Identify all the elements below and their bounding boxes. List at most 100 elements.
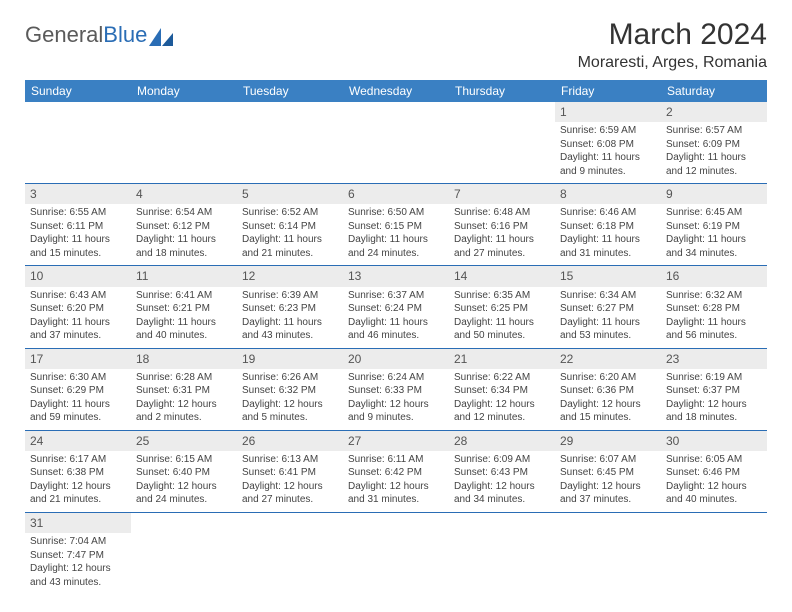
daylight-text: and 34 minutes. — [666, 247, 762, 261]
day-number: 2 — [661, 102, 767, 122]
sunset-text: Sunset: 6:08 PM — [560, 138, 656, 152]
daylight-text: and 40 minutes. — [666, 493, 762, 507]
logo-text-1: General — [25, 22, 103, 48]
day-number: 3 — [25, 184, 131, 204]
daylight-text: Daylight: 12 hours — [560, 398, 656, 412]
sunset-text: Sunset: 6:34 PM — [454, 384, 550, 398]
daylight-text: Daylight: 12 hours — [454, 398, 550, 412]
calendar-day-cell — [25, 102, 131, 184]
sunset-text: Sunset: 6:42 PM — [348, 466, 444, 480]
day-number: 18 — [131, 349, 237, 369]
day-number: 17 — [25, 349, 131, 369]
day-number: 29 — [555, 431, 661, 451]
daylight-text: and 12 minutes. — [454, 411, 550, 425]
daylight-text: Daylight: 11 hours — [30, 233, 126, 247]
daylight-text: Daylight: 11 hours — [666, 233, 762, 247]
sunrise-text: Sunrise: 6:59 AM — [560, 124, 656, 138]
daylight-text: and 9 minutes. — [348, 411, 444, 425]
sunrise-text: Sunrise: 6:07 AM — [560, 453, 656, 467]
weekday-header: Thursday — [449, 80, 555, 102]
calendar-day-cell: 11Sunrise: 6:41 AMSunset: 6:21 PMDayligh… — [131, 266, 237, 348]
sunset-text: Sunset: 6:09 PM — [666, 138, 762, 152]
sunrise-text: Sunrise: 6:09 AM — [454, 453, 550, 467]
calendar-day-cell: 30Sunrise: 6:05 AMSunset: 6:46 PMDayligh… — [661, 430, 767, 512]
daylight-text: Daylight: 12 hours — [30, 562, 126, 576]
calendar-day-cell: 16Sunrise: 6:32 AMSunset: 6:28 PMDayligh… — [661, 266, 767, 348]
weekday-header: Tuesday — [237, 80, 343, 102]
calendar-day-cell: 8Sunrise: 6:46 AMSunset: 6:18 PMDaylight… — [555, 184, 661, 266]
calendar-week-row: 3Sunrise: 6:55 AMSunset: 6:11 PMDaylight… — [25, 184, 767, 266]
sunset-text: Sunset: 6:23 PM — [242, 302, 338, 316]
sunset-text: Sunset: 6:19 PM — [666, 220, 762, 234]
sunrise-text: Sunrise: 6:11 AM — [348, 453, 444, 467]
calendar-day-cell: 12Sunrise: 6:39 AMSunset: 6:23 PMDayligh… — [237, 266, 343, 348]
calendar-day-cell: 21 Sunrise: 6:22 AMSunset: 6:34 PMDayligh… — [449, 348, 555, 430]
sunrise-text: Sunrise: 6:32 AM — [666, 289, 762, 303]
daylight-text: and 40 minutes. — [136, 329, 232, 343]
day-number: 10 — [25, 266, 131, 286]
calendar-day-cell: 3Sunrise: 6:55 AMSunset: 6:11 PMDaylight… — [25, 184, 131, 266]
sunrise-text: Sunrise: 6:17 AM — [30, 453, 126, 467]
sunrise-text: Sunrise: 6:55 AM — [30, 206, 126, 220]
calendar-table: Sunday Monday Tuesday Wednesday Thursday… — [25, 80, 767, 594]
daylight-text: Daylight: 11 hours — [242, 233, 338, 247]
daylight-text: and 31 minutes. — [560, 247, 656, 261]
sunrise-text: Sunrise: 6:26 AM — [242, 371, 338, 385]
calendar-day-cell — [343, 102, 449, 184]
sunrise-text: Sunrise: 6:54 AM — [136, 206, 232, 220]
day-number: 22 — [555, 349, 661, 369]
calendar-week-row: 10Sunrise: 6:43 AMSunset: 6:20 PMDayligh… — [25, 266, 767, 348]
sail-icon — [149, 26, 173, 44]
sunrise-text: Sunrise: 6:48 AM — [454, 206, 550, 220]
calendar-day-cell: 9Sunrise: 6:45 AMSunset: 6:19 PMDaylight… — [661, 184, 767, 266]
calendar-day-cell: 5Sunrise: 6:52 AMSunset: 6:14 PMDaylight… — [237, 184, 343, 266]
day-number: 28 — [449, 431, 555, 451]
daylight-text: Daylight: 11 hours — [666, 316, 762, 330]
sunset-text: Sunset: 6:32 PM — [242, 384, 338, 398]
daylight-text: and 56 minutes. — [666, 329, 762, 343]
daylight-text: Daylight: 12 hours — [666, 480, 762, 494]
sunset-text: Sunset: 6:28 PM — [666, 302, 762, 316]
sunset-text: Sunset: 6:21 PM — [136, 302, 232, 316]
calendar-day-cell — [237, 512, 343, 594]
sunrise-text: Sunrise: 7:04 AM — [30, 535, 126, 549]
day-number: 8 — [555, 184, 661, 204]
day-number: 11 — [131, 266, 237, 286]
daylight-text: Daylight: 11 hours — [136, 233, 232, 247]
weekday-header: Sunday — [25, 80, 131, 102]
sunset-text: Sunset: 6:14 PM — [242, 220, 338, 234]
daylight-text: Daylight: 12 hours — [242, 480, 338, 494]
day-number: 21 — [449, 349, 555, 369]
day-number: 5 — [237, 184, 343, 204]
sunset-text: Sunset: 7:47 PM — [30, 549, 126, 563]
daylight-text: Daylight: 11 hours — [348, 316, 444, 330]
daylight-text: Daylight: 12 hours — [454, 480, 550, 494]
sunset-text: Sunset: 6:27 PM — [560, 302, 656, 316]
day-number: 20 — [343, 349, 449, 369]
sunrise-text: Sunrise: 6:20 AM — [560, 371, 656, 385]
calendar-day-cell — [131, 512, 237, 594]
calendar-day-cell: 26Sunrise: 6:13 AMSunset: 6:41 PMDayligh… — [237, 430, 343, 512]
sunset-text: Sunset: 6:33 PM — [348, 384, 444, 398]
calendar-day-cell: 13Sunrise: 6:37 AMSunset: 6:24 PMDayligh… — [343, 266, 449, 348]
day-number: 12 — [237, 266, 343, 286]
sunset-text: Sunset: 6:12 PM — [136, 220, 232, 234]
daylight-text: and 15 minutes. — [30, 247, 126, 261]
sunrise-text: Sunrise: 6:22 AM — [454, 371, 550, 385]
daylight-text: Daylight: 12 hours — [136, 480, 232, 494]
calendar-day-cell — [449, 512, 555, 594]
calendar-week-row: 31Sunrise: 7:04 AMSunset: 7:47 PMDayligh… — [25, 512, 767, 594]
sunrise-text: Sunrise: 6:05 AM — [666, 453, 762, 467]
sunrise-text: Sunrise: 6:50 AM — [348, 206, 444, 220]
calendar-day-cell: 25Sunrise: 6:15 AMSunset: 6:40 PMDayligh… — [131, 430, 237, 512]
sunset-text: Sunset: 6:36 PM — [560, 384, 656, 398]
calendar-day-cell: 31Sunrise: 7:04 AMSunset: 7:47 PMDayligh… — [25, 512, 131, 594]
sunset-text: Sunset: 6:37 PM — [666, 384, 762, 398]
sunrise-text: Sunrise: 6:24 AM — [348, 371, 444, 385]
daylight-text: and 21 minutes. — [242, 247, 338, 261]
daylight-text: Daylight: 11 hours — [454, 233, 550, 247]
sunrise-text: Sunrise: 6:13 AM — [242, 453, 338, 467]
weekday-header: Wednesday — [343, 80, 449, 102]
sunrise-text: Sunrise: 6:43 AM — [30, 289, 126, 303]
daylight-text: Daylight: 11 hours — [136, 316, 232, 330]
